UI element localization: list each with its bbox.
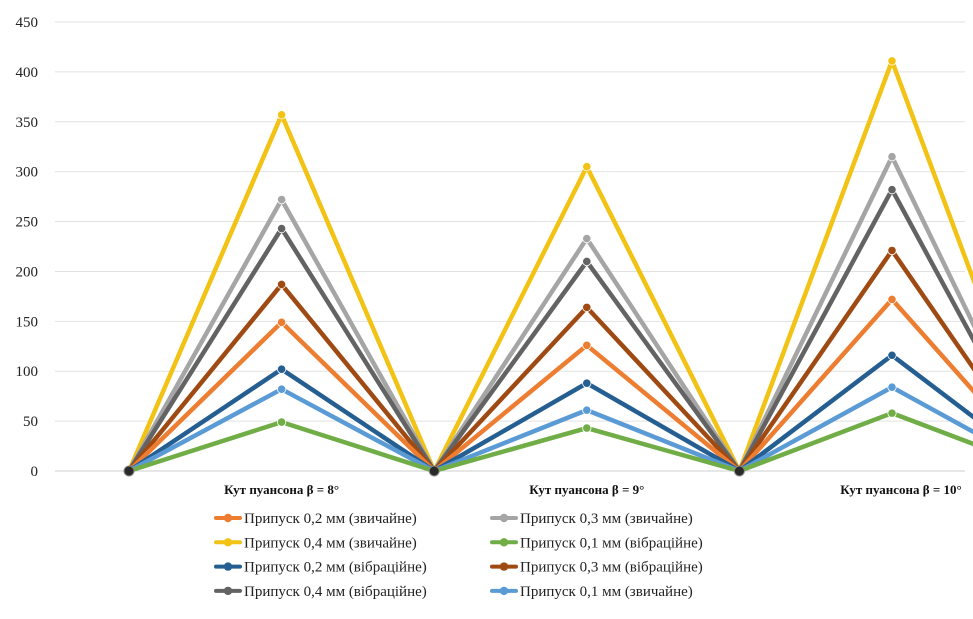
legend-swatch-marker: [223, 513, 233, 523]
category-labels: Кут пуансона β = 8° Кут пуансона β = 9° Ку…: [224, 482, 962, 497]
series-8: [124, 408, 973, 476]
data-point-4-5: [887, 245, 897, 256]
legend-label: Припуск 0,3 мм (вібраційне): [520, 560, 703, 576]
data-point-8-5: [887, 408, 897, 418]
data-point-3-5: [887, 185, 897, 195]
zero-marker-0: [123, 465, 135, 477]
y-tick-label-50: 50: [23, 414, 38, 430]
zero-marker-4: [733, 465, 745, 477]
legend-swatch-marker: [223, 586, 233, 596]
category-label-1: Кут пуансона β = 8°: [224, 482, 339, 497]
data-point-5-1: [276, 317, 287, 327]
y-tick-label-400: 400: [16, 65, 39, 81]
data-point-8-3: [582, 423, 592, 433]
data-point-6-5: [887, 350, 897, 360]
legend-item-7: Припуск 0,4 мм (вібраційне): [214, 584, 427, 600]
y-tick-label-250: 250: [16, 215, 39, 231]
data-point-7-1: [276, 384, 287, 394]
series-line-8: [126, 410, 973, 474]
legend-item-1: Припуск 0,2 мм (звичайне): [214, 511, 417, 527]
series-lines: [123, 56, 973, 477]
data-point-5-5: [887, 294, 897, 304]
legend-label: Припуск 0,2 мм (звичайне): [244, 511, 417, 527]
y-tick-label-350: 350: [16, 115, 39, 131]
data-point-2-1: [276, 195, 287, 205]
data-point-4-3: [582, 302, 592, 312]
y-tick-label-150: 150: [16, 314, 39, 330]
data-point-7-5: [887, 382, 897, 392]
category-label-2: Кут пуансона β = 9°: [529, 482, 644, 497]
data-point-6-3: [582, 378, 592, 388]
data-point-1-3: [582, 162, 592, 172]
data-point-7-3: [582, 405, 592, 415]
data-point-1-1: [276, 110, 287, 120]
category-label-3: Кут пуансона β = 10°: [840, 482, 962, 497]
data-point-8-1: [276, 417, 287, 427]
data-point-6-1: [276, 364, 287, 374]
y-tick-label-300: 300: [16, 165, 39, 181]
legend-swatch-marker: [499, 586, 509, 596]
legend-swatch-marker: [223, 562, 233, 571]
legend-item-8: Припуск 0,1 мм (звичайне): [490, 584, 693, 600]
zero-marker-2: [428, 465, 440, 477]
legend-swatch-marker: [499, 513, 509, 523]
y-axis-ticks: 0 50 100 150 200 250 300 350 400 450: [16, 15, 39, 480]
legend-label: Припуск 0,3 мм (звичайне): [520, 511, 693, 527]
legend-item-5: Припуск 0,2 мм (вібраційне): [214, 560, 427, 576]
data-point-3-1: [276, 223, 287, 234]
legend-label: Припуск 0,4 мм (вібраційне): [244, 584, 427, 600]
y-tick-label-100: 100: [16, 364, 39, 380]
y-tick-label-0: 0: [31, 464, 39, 480]
legend-item-6: Припуск 0,3 мм (вібраційне): [490, 560, 703, 576]
legend-item-4: Припуск 0,1 мм (вібраційне): [490, 535, 703, 551]
data-point-2-3: [582, 233, 592, 244]
legend-swatch-marker: [499, 538, 509, 547]
data-point-3-3: [582, 256, 592, 267]
legend: Припуск 0,2 мм (звичайне) Припуск 0,3 мм …: [214, 511, 703, 600]
legend-label: Припуск 0,2 мм (вібраційне): [244, 560, 427, 576]
data-point-2-5: [887, 152, 897, 162]
legend-item-2: Припуск 0,3 мм (звичайне): [490, 511, 693, 527]
legend-label: Припуск 0,1 мм (звичайне): [520, 584, 693, 600]
legend-swatch-marker: [499, 562, 509, 571]
legend-swatch-marker: [223, 538, 233, 547]
data-point-1-5: [887, 56, 897, 66]
legend-item-3: Припуск 0,4 мм (звичайне): [214, 535, 417, 551]
legend-label: Припуск 0,4 мм (звичайне): [244, 535, 417, 551]
data-point-5-3: [582, 340, 592, 350]
y-tick-label-200: 200: [16, 264, 39, 280]
legend-label: Припуск 0,1 мм (вібраційне): [520, 535, 703, 551]
data-point-4-1: [276, 279, 287, 290]
y-tick-label-450: 450: [16, 15, 39, 31]
